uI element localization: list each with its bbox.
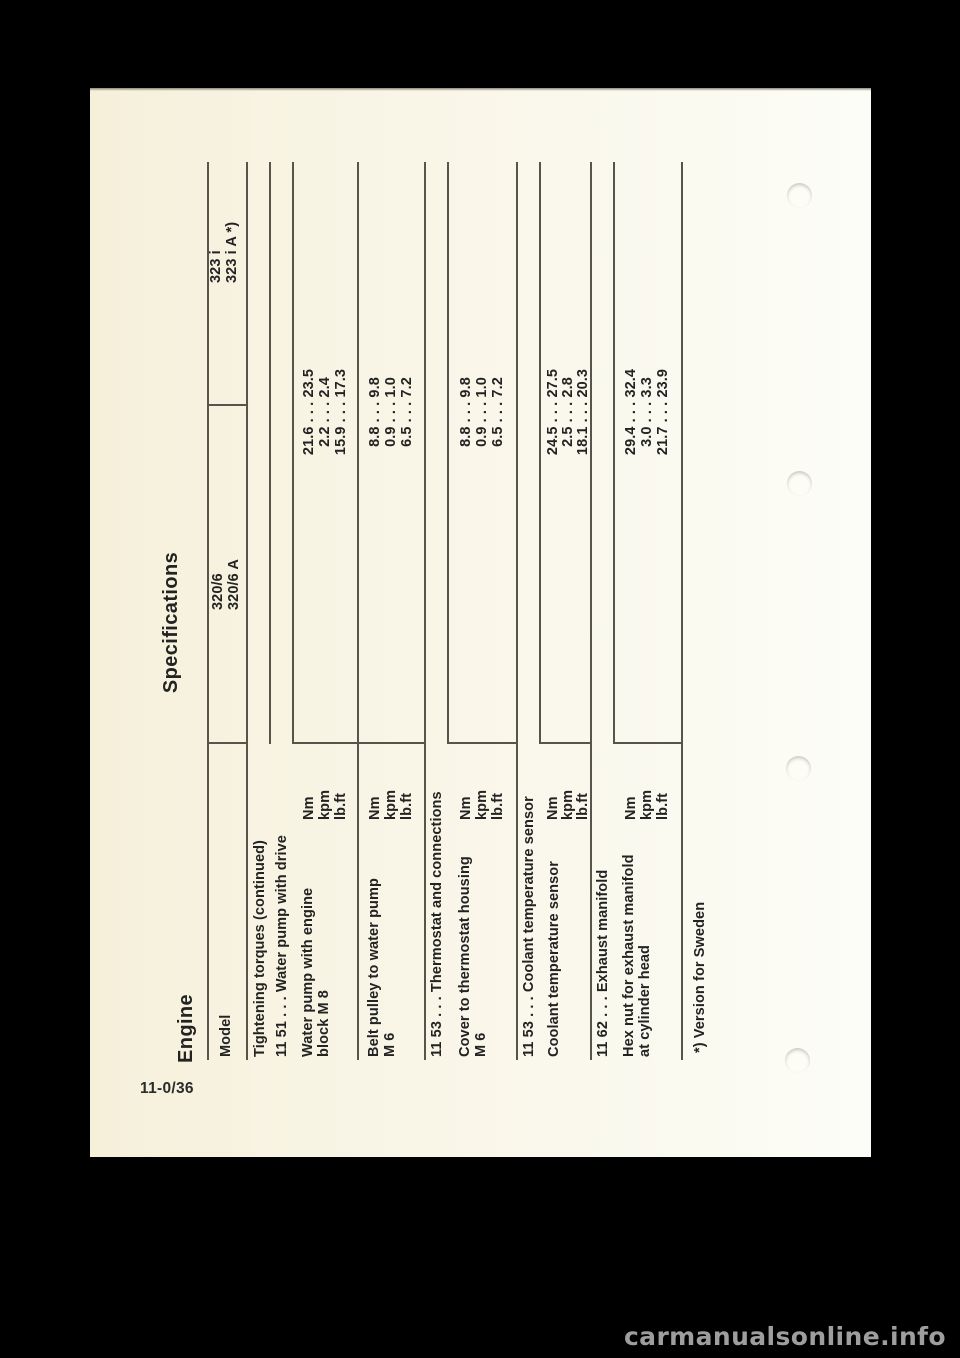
unit-label: lb.ft xyxy=(333,792,349,820)
unit-label: Nm xyxy=(367,796,383,820)
row-label: M 6 xyxy=(473,1032,489,1057)
section-heading: 11 62 . . . Exhaust manifold xyxy=(595,869,611,1057)
torque-value: 0.9 . . . 1.0 xyxy=(383,377,399,447)
punch-hole xyxy=(785,1048,810,1073)
row-label: M 6 xyxy=(382,1032,398,1057)
table-rule-horizontal xyxy=(246,162,248,1060)
torque-value: 18.1 . . . 20.3 xyxy=(575,368,591,456)
table-rule-vertical xyxy=(207,404,248,406)
model-col-323-line1: 323 i xyxy=(208,250,224,283)
punch-hole xyxy=(787,183,812,208)
row-label: Belt pulley to water pump xyxy=(366,878,382,1057)
table-rule-vertical xyxy=(447,742,518,744)
row-label: block M 8 xyxy=(316,990,332,1057)
row-label: Cover to thermostat housing xyxy=(457,856,473,1057)
section-heading: 11 53 . . . Coolant temperature sensor xyxy=(521,796,537,1057)
torque-value: 8.8 . . . 9.8 xyxy=(367,377,383,447)
table-rule-horizontal xyxy=(681,162,683,1060)
unit-label: Nm xyxy=(545,796,561,820)
section-heading-continued: Tightening torques (continued) xyxy=(252,840,268,1057)
table-rule-vertical xyxy=(539,742,592,744)
row-label: Hex nut for exhaust manifold xyxy=(621,854,637,1057)
torque-value: 2.2 . . . 2.4 xyxy=(317,377,333,447)
row-label: Water pump with engine xyxy=(300,887,316,1057)
page-number: 11-0/36 xyxy=(140,1080,194,1097)
unit-label: kpm xyxy=(474,789,490,820)
unit-label: Nm xyxy=(458,796,474,820)
table-rule-horizontal xyxy=(424,162,426,1060)
unit-label: kpm xyxy=(383,789,399,820)
unit-label: lb.ft xyxy=(399,792,415,820)
manual-page: Specifications Engine Model 320/6 320/6 … xyxy=(90,88,871,1157)
torque-value: 29.4 . . . 32.4 xyxy=(623,368,639,456)
table-rule-horizontal xyxy=(292,162,294,744)
footnote-sweden: *) Version for Sweden xyxy=(692,901,708,1053)
torque-value: 6.5 . . . 7.2 xyxy=(399,377,415,447)
model-col-320-line2: 320/6 A xyxy=(226,559,242,610)
table-rule-vertical xyxy=(613,742,683,744)
model-row-label: Model xyxy=(218,1014,234,1057)
page-title-engine: Engine xyxy=(175,993,197,1063)
watermark-text: carmanualsonline.info xyxy=(623,1322,946,1351)
row-label: Coolant temperature sensor xyxy=(546,861,562,1057)
torque-value: 6.5 . . . 7.2 xyxy=(490,377,506,447)
torque-value: 24.5 . . . 27.5 xyxy=(545,368,561,456)
model-col-323-line2: 323 i A *) xyxy=(224,221,240,283)
unit-label: lb.ft xyxy=(490,792,506,820)
unit-label: kpm xyxy=(639,789,655,820)
torque-value: 21.7 . . . 23.9 xyxy=(655,368,671,456)
table-rule-horizontal xyxy=(357,162,359,1060)
torque-value: 0.9 . . . 1.0 xyxy=(474,377,490,447)
table-rule-horizontal xyxy=(539,162,541,744)
unit-label: lb.ft xyxy=(655,792,671,820)
table-rule-vertical xyxy=(207,742,248,744)
table-rule-horizontal xyxy=(207,162,209,1060)
row-label: at cylinder head xyxy=(637,945,653,1057)
page-top-edge xyxy=(90,88,871,91)
unit-label: lb.ft xyxy=(575,792,591,820)
table-rule-vertical xyxy=(292,742,426,744)
table-rule-horizontal xyxy=(516,162,518,1060)
unit-label: kpm xyxy=(560,789,576,820)
table-rule-horizontal xyxy=(269,162,271,744)
punch-hole xyxy=(787,471,812,496)
section-heading: 11 51 . . . Water pump with drive xyxy=(274,835,290,1057)
torque-value: 2.5 . . . 2.8 xyxy=(560,377,576,447)
model-col-320-line1: 320/6 xyxy=(210,573,226,610)
torque-value: 8.8 . . . 9.8 xyxy=(458,377,474,447)
unit-label: Nm xyxy=(623,796,639,820)
table-rule-horizontal xyxy=(447,162,449,744)
unit-label: Nm xyxy=(301,796,317,820)
torque-value: 21.6 . . . 23.5 xyxy=(301,368,317,456)
section-heading: 11 53 . . . Thermostat and connections xyxy=(429,791,445,1057)
punch-hole xyxy=(786,756,811,781)
unit-label: kpm xyxy=(317,789,333,820)
rotated-page-content: Specifications Engine Model 320/6 320/6 … xyxy=(90,88,871,1157)
torque-value: 15.9 . . . 17.3 xyxy=(333,368,349,456)
table-rule-horizontal xyxy=(613,162,615,744)
table-rule-horizontal xyxy=(590,162,592,1060)
torque-value: 3.0 . . . 3.3 xyxy=(639,377,655,447)
